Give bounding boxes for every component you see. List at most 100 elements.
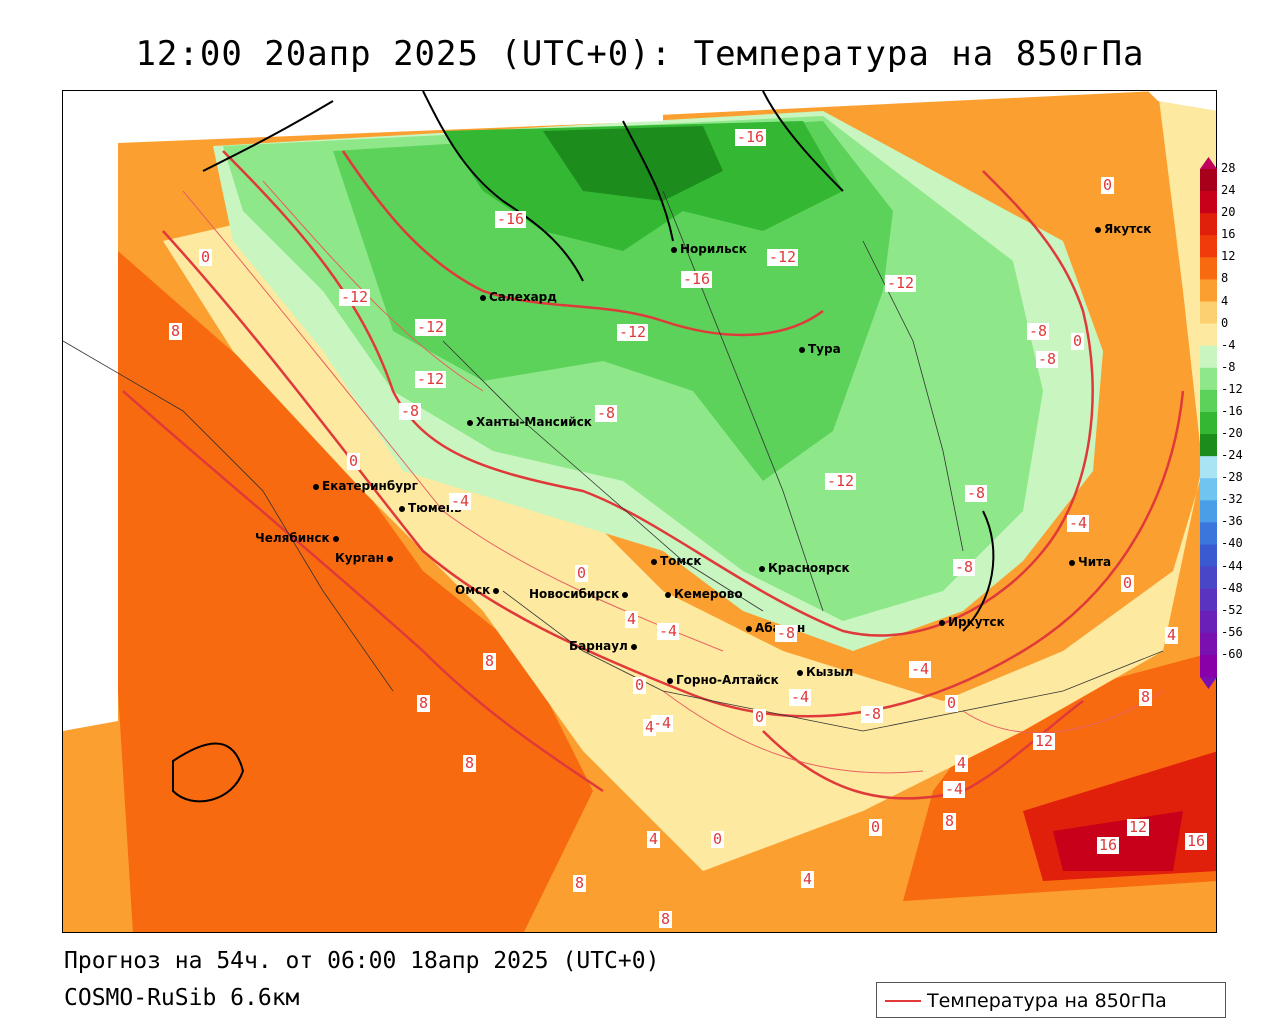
contour-label: -8 [861,705,884,723]
contour-label: 0 [1071,332,1085,350]
city-irkutsk: Иркутск [939,615,1005,629]
contour-label: -8 [775,624,798,642]
contour-label: 8 [573,874,587,892]
map-legend: Температура на 850гПа [876,982,1226,1018]
map-title: 12:00 20апр 2025 (UTC+0): Температура на… [135,34,1145,74]
contour-label: 12 [1127,818,1150,836]
contour-label: -12 [617,323,649,341]
contour-label: 4 [801,870,815,888]
contour-label: 4 [625,610,639,628]
contour-label: -16 [681,270,713,288]
colorbar-cell [1200,411,1217,435]
contour-label: -8 [1027,322,1050,340]
city-kyzyl: Кызыл [797,665,853,679]
colorbar-cell [1200,566,1217,590]
city-dot-icon [386,555,393,562]
contour-label: 4 [955,754,969,772]
city-tyumen: Тюмень [399,501,462,515]
city-dot-icon [667,677,673,684]
colorbar-cell [1200,367,1217,391]
colorbar-cell [1200,522,1217,545]
no-data-west [63,141,118,731]
legend-line-icon [885,1000,921,1002]
colorbar-top-arrow-icon [1200,157,1217,169]
colorbar-cell [1200,544,1217,568]
colorbar-cell [1200,257,1217,280]
legend-label: Температура на 850гПа [927,990,1167,1012]
contour-label: 12 [1033,732,1056,750]
contour-label: 0 [1101,176,1115,194]
city-norilsk: Норильск [671,242,747,256]
temperature-map[interactable]: Якутск Норильск Салехард Тура Ханты-Манс… [62,90,1217,933]
colorbar-tick-label: -48 [1221,580,1243,595]
city-dot-icon [939,619,945,626]
colorbar-tick-label: -32 [1221,492,1243,507]
contour-lines [122,150,1185,800]
colorbar-tick-label: 28 [1221,161,1236,175]
contour-label: -16 [735,128,767,146]
colorbar-cell [1200,191,1217,214]
city-dot-icon [799,346,805,353]
colorbar-tick-label: -8 [1221,359,1236,374]
colorbar-tick-label: -16 [1221,403,1243,418]
city-dot-icon [480,294,486,301]
colorbar-cell [1200,500,1217,523]
contour-label: -12 [767,248,799,266]
contour-label: -12 [885,274,917,292]
colorbar-tick-label: -12 [1221,381,1243,396]
city-ekaterinburg: Екатеринбург [313,479,418,493]
colorbar-tick-label: -44 [1221,558,1243,573]
city-dot-icon [622,591,629,598]
city-tomsk: Томск [651,554,702,568]
city-khanty-mansiysk: Ханты-Мансийск [467,415,592,429]
contour-label: 16 [1185,832,1208,850]
contour-label: -4 [449,492,472,510]
contour-label: -16 [495,210,527,228]
city-chelyabinsk: Челябинск [255,531,342,545]
contour-label: -4 [909,660,932,678]
colorbar-cell [1200,456,1217,479]
colorbar-tick-label: -36 [1221,514,1243,529]
contour-label: -4 [943,780,966,798]
colorbar-cell [1200,632,1217,656]
contour-thin [182,180,1164,774]
city-dot-icon [467,419,473,426]
coastlines [172,91,995,803]
colorbar-tick-label: 8 [1221,271,1229,286]
colorbar-tick-label: -52 [1221,602,1243,617]
contour-label: 4 [1165,626,1179,644]
colorbar-cell [1200,323,1217,347]
no-data-northeast [1148,91,1216,111]
contour-label: -4 [1067,514,1090,532]
colorbar-cell [1200,610,1217,634]
city-omsk: Омск [455,583,502,597]
contour-label: 16 [1097,836,1120,854]
city-dot-icon [1095,226,1101,233]
colorbar-tick-label: -56 [1221,624,1243,639]
city-novosibirsk: Новосибирск [529,587,631,601]
city-dot-icon [493,587,500,594]
city-krasnoyarsk: Красноярск [759,561,850,575]
contour-label: -12 [825,472,857,490]
colorbar-tick-label: 4 [1221,293,1229,308]
contour-label: 8 [417,694,431,712]
colorbar-tick-label: 20 [1221,205,1236,220]
colorbar-tick-label: 16 [1221,227,1236,242]
contour-label: 0 [1121,574,1135,592]
contour-label: -4 [651,714,674,732]
city-dot-icon [399,505,405,512]
contour-label: 0 [869,818,883,836]
city-kemerovo: Кемерово [665,587,743,601]
city-tura: Тура [799,342,841,356]
colorbar-bottom-arrow-icon [1200,677,1217,689]
contour-label: -8 [965,484,988,502]
contour-label: -12 [339,288,371,306]
contour-label: 0 [199,248,213,266]
contour-label: -8 [399,402,422,420]
colorbar-tick-label: -20 [1221,426,1243,441]
contour-label: 0 [575,564,589,582]
city-dot-icon [759,565,765,572]
city-dot-icon [746,625,752,632]
colorbar-tick-label: -4 [1221,337,1236,352]
contour-label: -8 [953,558,976,576]
